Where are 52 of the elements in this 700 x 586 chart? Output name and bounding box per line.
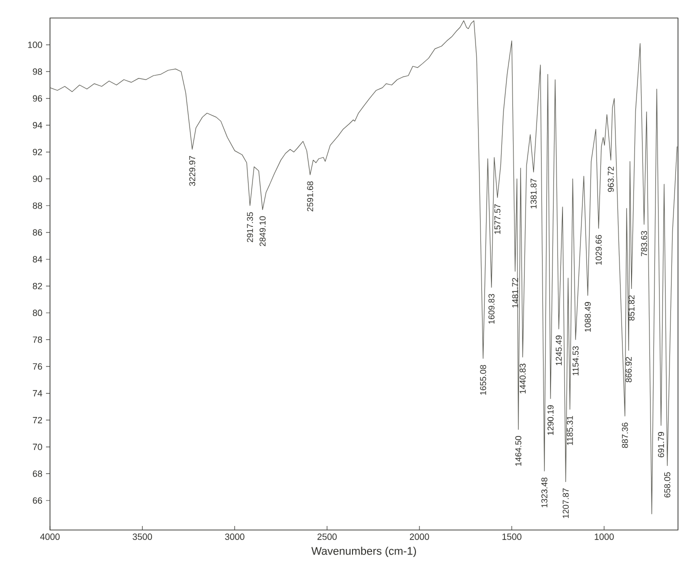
x-tick-label: 3500 [132,534,152,540]
y-tick-label: 72 [32,416,42,424]
annotation: 3229.97 [189,156,196,186]
y-tick-label: 76 [32,363,42,370]
y-tick-label: 80 [32,310,42,316]
y-tick-label: 66 [32,497,42,504]
x-tick-label: 2000 [410,534,430,540]
y-tick-label: 90 [32,176,42,182]
x-tick-label: 4000 [40,534,60,540]
annotation: 963.72 [608,166,614,192]
annotation: 1464.50 [515,436,522,466]
x-tick-label: 1000 [594,534,614,540]
y-tick-label: 86 [32,229,42,236]
x-tick-label: 2500 [318,534,337,540]
annotation: 1323.48 [541,478,548,508]
annotation: 1609.83 [488,294,494,324]
annotation: 887.36 [622,422,628,448]
annotation: 1440.83 [520,364,526,394]
x-axis-title: Wavenumbers (cm-1) [311,546,416,558]
annotation: 1245.49 [556,336,562,366]
annotation: 851.82 [628,295,634,321]
y-tick-label: 88 [32,202,42,209]
annotation: 1655.08 [480,365,486,395]
y-tick-label: 84 [32,256,42,262]
annotation: 1029.66 [596,234,602,265]
annotation: 1577.57 [494,204,500,234]
annotation: 1185.31 [566,416,573,446]
annotation: 1154.53 [572,346,579,376]
annotation: 1088.49 [584,302,591,332]
y-tick-label: 94 [32,122,42,128]
annotation: 658.05 [664,472,670,498]
y-tick-label: 68 [32,470,42,477]
annotation: 866.92 [626,357,632,382]
annotation: 1290.19 [548,405,554,435]
y-tick-label: 98 [32,68,42,75]
annotation: 1207.87 [562,488,569,518]
y-tick-label: 82 [32,282,42,290]
x-tick-label: 3000 [225,534,244,540]
annotation: 1481.72 [512,278,518,308]
y-tick-label: 78 [32,336,42,343]
y-tick-label: 70 [32,444,42,450]
y-tick-label: 92 [32,148,42,156]
x-tick-label: 1500 [502,534,522,540]
annotation: 2849.10 [260,216,266,246]
y-tick-label: 100 [28,42,42,48]
annotation: 2591.68 [307,181,314,212]
y-tick-label: 74 [32,390,42,396]
annotation: 783.63 [641,230,648,256]
annotation: 2917.35 [246,212,253,242]
annotation: 1381.87 [530,178,537,208]
y-tick-label: 96 [32,95,42,102]
annotation: 691.79 [658,432,664,458]
